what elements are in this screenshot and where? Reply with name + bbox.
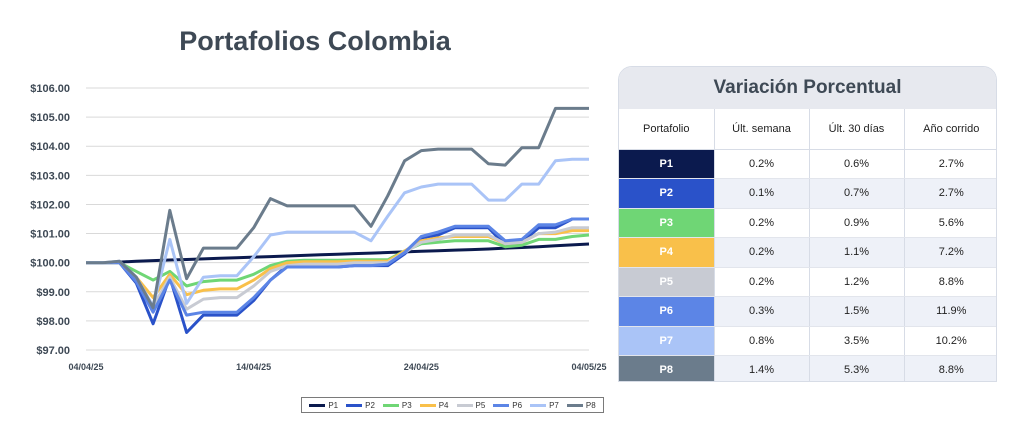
legend-item-p2: P2 <box>346 401 375 410</box>
legend-label: P7 <box>549 400 559 410</box>
y-tick-label: $103.00 <box>30 170 70 182</box>
legend-label: P6 <box>512 400 523 410</box>
table-row: P2 0.1% 0.7% 2.7% <box>619 178 996 209</box>
value-cell: 2.7% <box>903 178 996 209</box>
series-line-p6 <box>86 217 589 317</box>
legend-swatch <box>382 403 399 407</box>
value-cell: 0.6% <box>808 149 904 179</box>
y-tick-label: $104.00 <box>30 141 70 153</box>
y-tick-label: $102.00 <box>30 199 70 211</box>
value-cell: 0.8% <box>713 326 809 356</box>
legend-swatch <box>346 403 363 407</box>
portfolio-cell: P5 <box>619 267 714 297</box>
header-ult-30-dias: Últ. 30 días <box>808 109 904 150</box>
table-row: P4 0.2% 1.1% 7.2% <box>619 237 996 268</box>
value-cell: 0.3% <box>713 296 809 327</box>
legend-label: P8 <box>585 400 596 410</box>
legend-item-p7: P7 <box>530 401 559 410</box>
table-row: P3 0.2% 0.9% 5.6% <box>619 208 996 238</box>
x-tick-label: 04/05/25 <box>571 362 606 372</box>
portfolio-cell: P4 <box>619 237 714 268</box>
legend-swatch <box>419 403 436 407</box>
value-cell: 1.1% <box>808 237 904 268</box>
value-cell: 11.9% <box>903 296 996 327</box>
value-cell: 7.2% <box>903 237 996 268</box>
legend-item-p4: P4 <box>419 400 449 410</box>
y-tick-label: $101.00 <box>30 229 70 241</box>
legend-swatch <box>566 403 583 407</box>
value-cell: 10.2% <box>903 326 996 356</box>
x-tick-label: 04/04/25 <box>68 362 103 372</box>
portfolio-cell: P1 <box>619 149 714 179</box>
legend-label: P1 <box>328 400 339 410</box>
series-line-p5 <box>86 226 589 311</box>
value-cell: 8.8% <box>903 267 996 297</box>
x-tick-label: 14/04/25 <box>236 362 271 372</box>
value-cell: 5.6% <box>903 208 996 238</box>
value-cell: 8.8% <box>903 355 996 381</box>
legend-swatch <box>530 403 547 407</box>
value-cell: 3.5% <box>808 326 904 356</box>
value-cell: 1.2% <box>808 267 904 297</box>
portfolio-cell: P7 <box>619 326 714 356</box>
value-cell: 0.1% <box>713 178 809 209</box>
legend-swatch <box>456 403 473 407</box>
value-cell: 0.2% <box>713 237 809 268</box>
chart-legend: P1 P2 P3 P4 P5 P6 P7 P8 <box>301 397 604 413</box>
table-row: P8 1.4% 5.3% 8.8% <box>619 355 996 381</box>
portfolio-cell: P8 <box>619 355 714 381</box>
value-cell: 0.2% <box>713 208 809 238</box>
legend-label: P3 <box>401 400 412 410</box>
legend-item-p8: P8 <box>566 400 596 410</box>
table-row: P7 0.8% 3.5% 10.2% <box>619 326 996 356</box>
y-tick-label: $98.00 <box>36 316 70 328</box>
portfolio-cell: P3 <box>619 208 714 238</box>
chart-title: Portafolios Colombia <box>179 26 451 56</box>
value-cell: 0.2% <box>713 149 809 179</box>
value-cell: 1.5% <box>808 296 904 327</box>
table-title: Variación Porcentual <box>619 67 996 109</box>
value-cell: 5.3% <box>808 355 904 381</box>
line-chart: $97.00 $98.00 $99.00 $100.00 $101.00 $102.00 $… <box>30 83 606 372</box>
legend-item-p1: P1 <box>309 401 338 410</box>
legend-item-p5: P5 <box>456 400 486 410</box>
value-cell: 0.2% <box>713 267 809 297</box>
legend-item-p6: P6 <box>493 401 522 410</box>
value-cell: 0.7% <box>808 178 904 209</box>
legend-label: P4 <box>438 400 449 410</box>
y-tick-label: $105.00 <box>30 112 70 124</box>
table-row: P5 0.2% 1.2% 8.8% <box>619 267 996 297</box>
value-cell: 1.4% <box>713 355 809 381</box>
table-header-row: Portafolio Últ. semana Últ. 30 días Año … <box>619 109 996 150</box>
table-row: P1 0.2% 0.6% 2.7% <box>619 149 996 179</box>
table-row: P6 0.3% 1.5% 11.9% <box>619 296 996 327</box>
series-line-p7 <box>86 157 589 308</box>
header-ano-corrido: Año corrido <box>903 109 996 150</box>
portfolio-cell: P6 <box>619 296 714 327</box>
variation-table-panel: Variación Porcentual Portafolio Últ. sem… <box>618 66 997 382</box>
x-tick-label: 24/04/25 <box>404 362 439 372</box>
portfolio-cell: P2 <box>619 178 714 209</box>
y-tick-label: $100.00 <box>30 258 70 270</box>
header-ult-semana: Últ. semana <box>713 109 809 150</box>
legend-label: P2 <box>365 400 375 410</box>
variation-table: Portafolio Últ. semana Últ. 30 días Año … <box>619 109 996 381</box>
y-tick-label: $99.00 <box>36 287 70 299</box>
legend-swatch <box>493 403 510 407</box>
value-cell: 0.9% <box>808 208 904 238</box>
header-portafolio: Portafolio <box>619 109 714 150</box>
y-tick-label: $106.00 <box>30 83 70 95</box>
legend-label: P5 <box>475 400 486 410</box>
series-line-p8 <box>86 106 589 310</box>
legend-item-p3: P3 <box>382 400 412 410</box>
value-cell: 2.7% <box>903 149 996 179</box>
legend-swatch <box>309 403 326 407</box>
y-tick-label: $97.00 <box>36 345 70 357</box>
